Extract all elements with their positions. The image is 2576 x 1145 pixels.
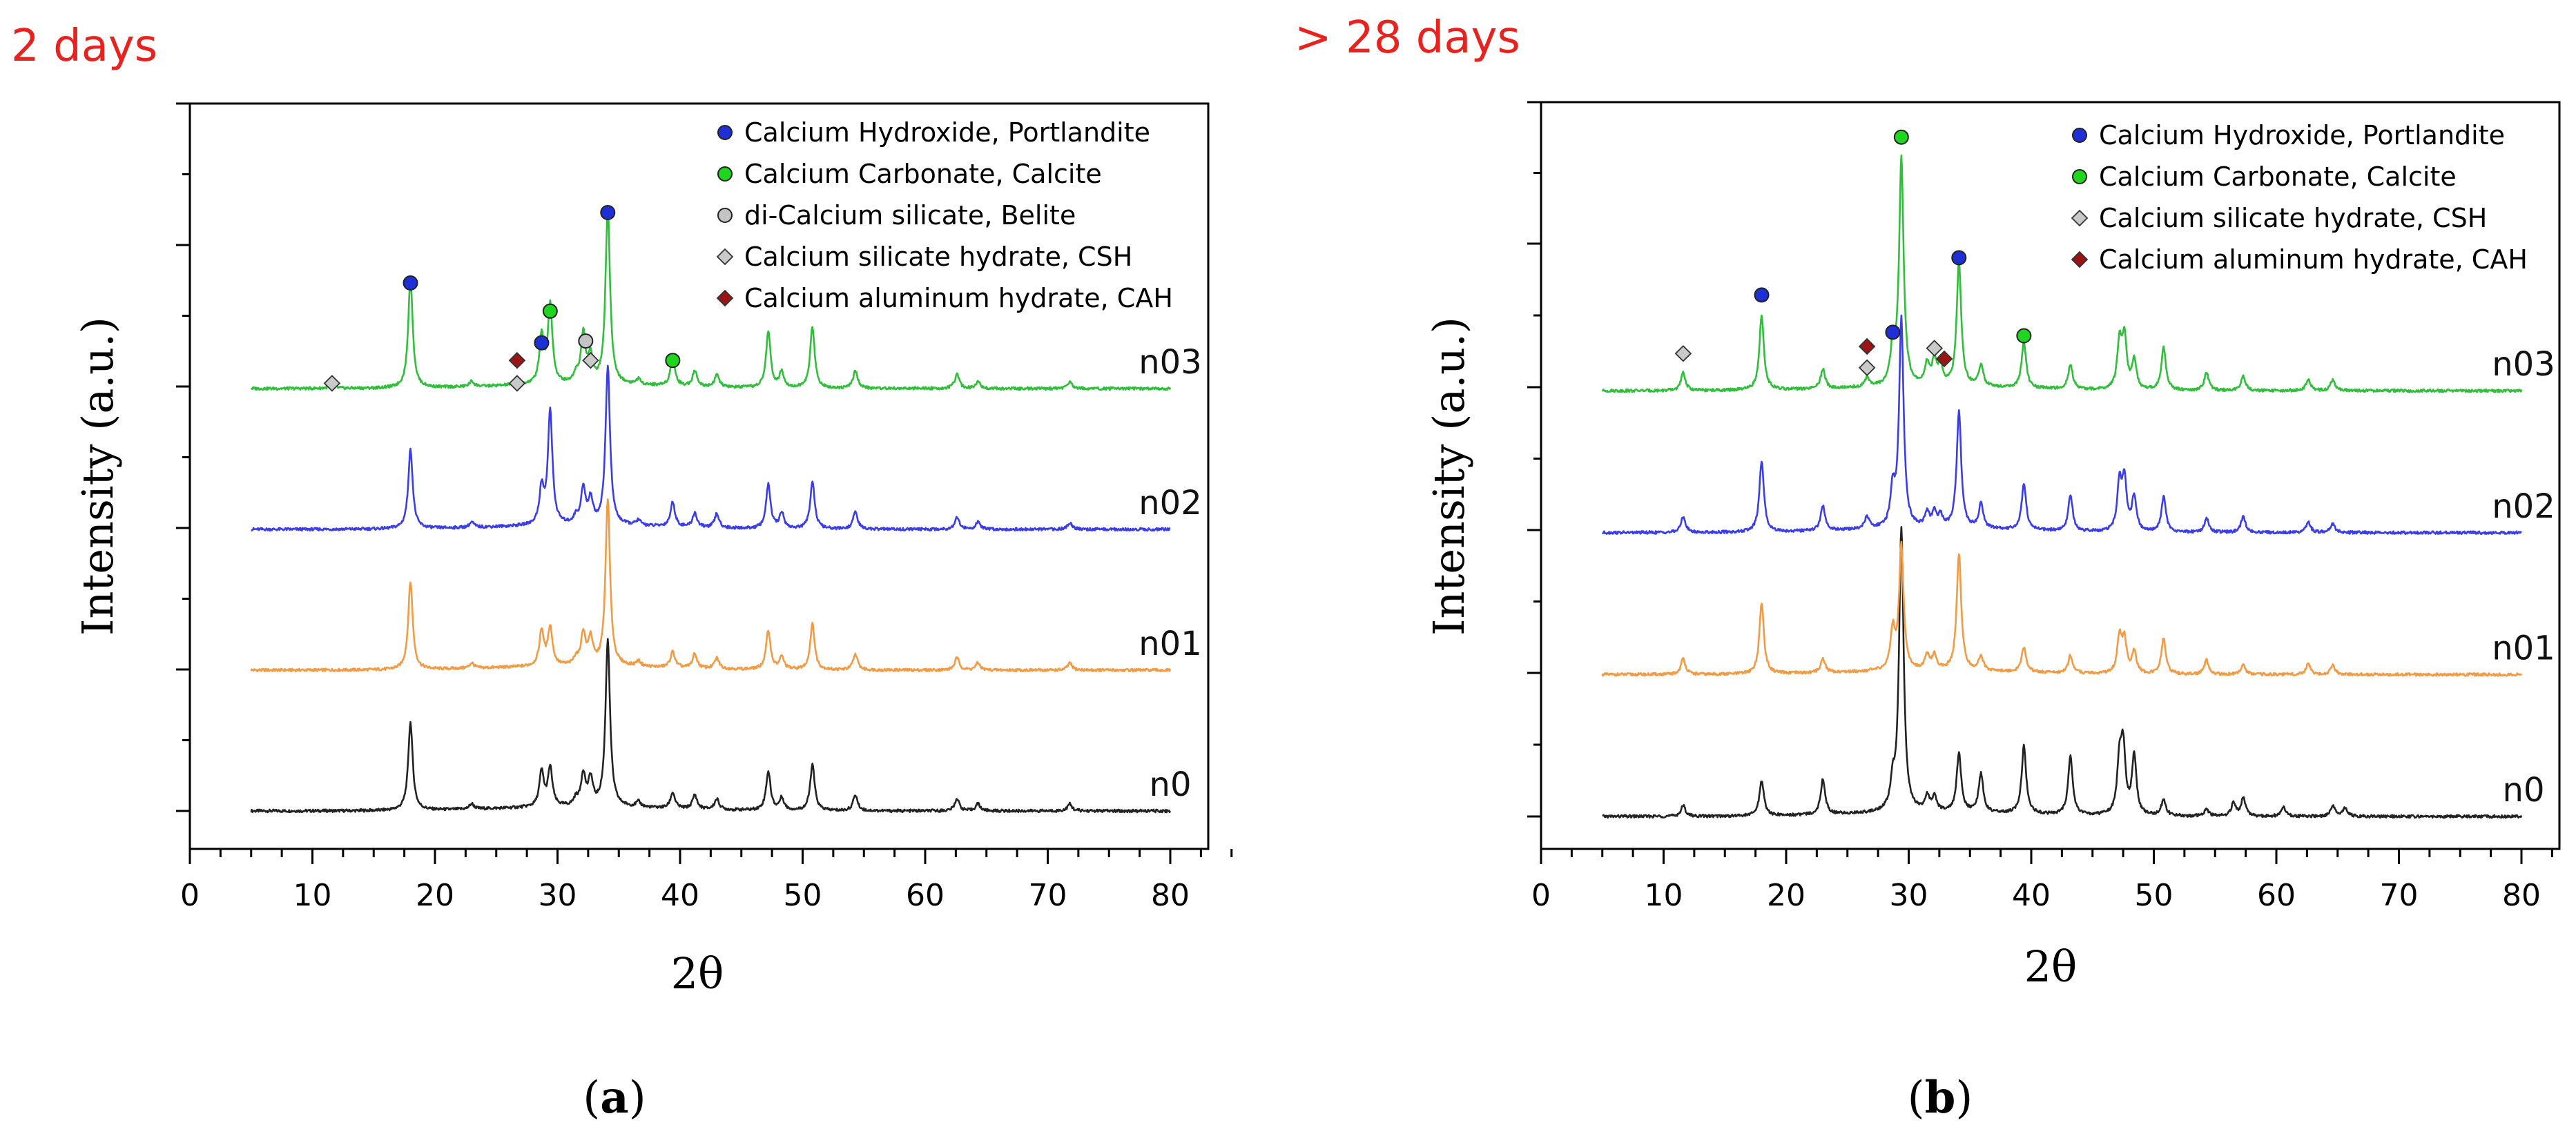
series-label-n0: n0 <box>2503 771 2545 810</box>
legend-label: Calcium Hydroxide, Portlandite <box>744 117 1150 148</box>
x-tick-label: 10 <box>293 878 332 913</box>
x-tick-label: 0 <box>1531 878 1551 913</box>
x-tick-label: 60 <box>906 878 945 913</box>
series-label-n03: n03 <box>1139 343 1202 382</box>
x-tick-label: 40 <box>2012 878 2051 913</box>
x-tick-label: 30 <box>1890 878 1928 913</box>
phase-marker-circle <box>578 333 594 349</box>
phase-marker-diamond <box>508 375 526 392</box>
phase-markers-a <box>323 205 681 392</box>
legend-marker-diamond <box>2071 251 2089 268</box>
series-line-n01 <box>250 498 1172 673</box>
x-tick-label: 80 <box>1151 878 1190 913</box>
x-tick-label: 50 <box>784 878 822 913</box>
x-tick-label: 20 <box>416 878 454 913</box>
phase-markers-b <box>1674 129 2032 377</box>
phase-marker-diamond <box>1858 359 1876 377</box>
legend-marker-circle <box>717 166 733 182</box>
caption-b: (b) <box>1908 1072 1973 1124</box>
series-line-n0 <box>250 638 1172 814</box>
panel-title-b: > 28 days <box>1295 12 1520 63</box>
legend-label: Calcium Hydroxide, Portlandite <box>2099 120 2505 150</box>
phase-marker-circle <box>665 353 681 369</box>
legend-marker-circle <box>717 208 733 223</box>
panel-title-a: 2 days <box>11 21 157 72</box>
phase-marker-circle <box>600 205 616 220</box>
phase-marker-diamond <box>582 351 599 369</box>
phase-marker-diamond <box>323 375 341 392</box>
legend-b: Calcium Hydroxide, Portlandite Calcium Ca… <box>2071 120 2528 275</box>
y-axis-title-b: Intensity (a.u.) <box>1424 317 1474 636</box>
legend-label: Calcium Carbonate, Calcite <box>744 159 1102 189</box>
x-tick-label: 0 <box>180 878 200 913</box>
series-line-n02 <box>1601 314 2522 536</box>
legend-label: Calcium aluminum hydrate, CAH <box>744 283 1173 313</box>
plot-frame-b <box>1540 101 2561 850</box>
phase-marker-diamond <box>1926 340 1944 357</box>
series-line-n03 <box>251 206 1172 391</box>
phase-marker-circle <box>534 335 550 351</box>
phase-marker-circle <box>2016 328 2032 344</box>
legend-marker-diamond <box>716 248 734 266</box>
legend-a: Calcium Hydroxide, Portlandite Calcium Ca… <box>716 117 1173 313</box>
legend-marker-circle <box>717 125 733 140</box>
y-axis-title-a: Intensity (a.u.) <box>72 317 123 636</box>
phase-marker-circle <box>1754 287 1770 303</box>
phase-marker-diamond <box>1935 350 1953 368</box>
x-tick-label: 60 <box>2257 878 2296 913</box>
caption-letter-a: a <box>600 1072 628 1124</box>
series-labels-b: n0 n01 n02 n03 <box>2492 345 2555 810</box>
panel-a: 2 days 0 10 20 30 40 50 60 70 80 n0 n01 n02 n03 Cal… <box>11 21 1233 1124</box>
x-ticks-b: 0 10 20 30 40 50 60 70 80 <box>1531 849 2553 913</box>
legend-label: Calcium aluminum hydrate, CAH <box>2099 244 2528 275</box>
series-group-b <box>1601 154 2523 819</box>
series-label-n0: n0 <box>1150 765 1192 804</box>
phase-marker-circle <box>542 303 558 319</box>
x-tick-label: 50 <box>2135 878 2173 913</box>
x-axis-title-b: 2θ <box>2024 941 2078 992</box>
x-axis-title-a: 2θ <box>671 948 724 999</box>
x-tick-label: 30 <box>539 878 577 913</box>
caption-a: (a) <box>583 1072 646 1124</box>
series-group-a <box>250 206 1172 814</box>
legend-label: Calcium Carbonate, Calcite <box>2099 162 2457 192</box>
phase-marker-circle <box>1893 129 1909 145</box>
x-tick-label: 80 <box>2502 878 2541 913</box>
legend-label: Calcium silicate hydrate, CSH <box>2099 203 2487 233</box>
x-tick-label: 70 <box>1029 878 1067 913</box>
legend-label: di-Calcium silicate, Belite <box>744 200 1076 231</box>
series-line-n03 <box>1601 154 2523 393</box>
legend-marker-diamond <box>716 289 734 307</box>
series-labels-a: n0 n01 n02 n03 <box>1139 343 1202 804</box>
panel-b: > 28 days 0 10 20 30 40 50 60 70 80 n0n01n02n03 … <box>1295 12 2561 1124</box>
series-label-n01: n01 <box>1139 625 1202 663</box>
series-label-n03: n03 <box>2492 345 2555 384</box>
phase-marker-circle <box>1951 250 1967 266</box>
phase-marker-diamond <box>1674 344 1692 362</box>
series-label-n02: n02 <box>2492 487 2555 526</box>
series-line-n0 <box>1602 526 2523 819</box>
y-ticks-a <box>176 102 190 812</box>
phase-marker-circle <box>1885 324 1901 340</box>
legend-marker-circle <box>2072 128 2087 143</box>
x-tick-label: 40 <box>661 878 699 913</box>
legend-marker-circle <box>2072 169 2087 184</box>
legend-marker-diamond <box>2071 209 2089 227</box>
plot-frame-a <box>188 102 1210 850</box>
series-line-n01 <box>1601 540 2523 677</box>
legend-label: Calcium silicate hydrate, CSH <box>744 242 1132 272</box>
caption-letter-b: b <box>1925 1072 1956 1124</box>
series-label-n01: n01 <box>2492 629 2555 667</box>
series-line-n02 <box>251 364 1171 532</box>
series-label-n02: n02 <box>1139 484 1202 522</box>
x-tick-label: 70 <box>2380 878 2419 913</box>
x-ticks-a: 0 10 20 30 40 50 60 70 80 <box>180 849 1233 913</box>
x-tick-label: 10 <box>1645 878 1683 913</box>
phase-marker-diamond <box>1858 337 1876 355</box>
y-ticks-b <box>1527 101 1541 818</box>
phase-marker-diamond <box>508 351 526 369</box>
phase-marker-circle <box>403 275 418 291</box>
x-tick-label: 20 <box>1767 878 1805 913</box>
